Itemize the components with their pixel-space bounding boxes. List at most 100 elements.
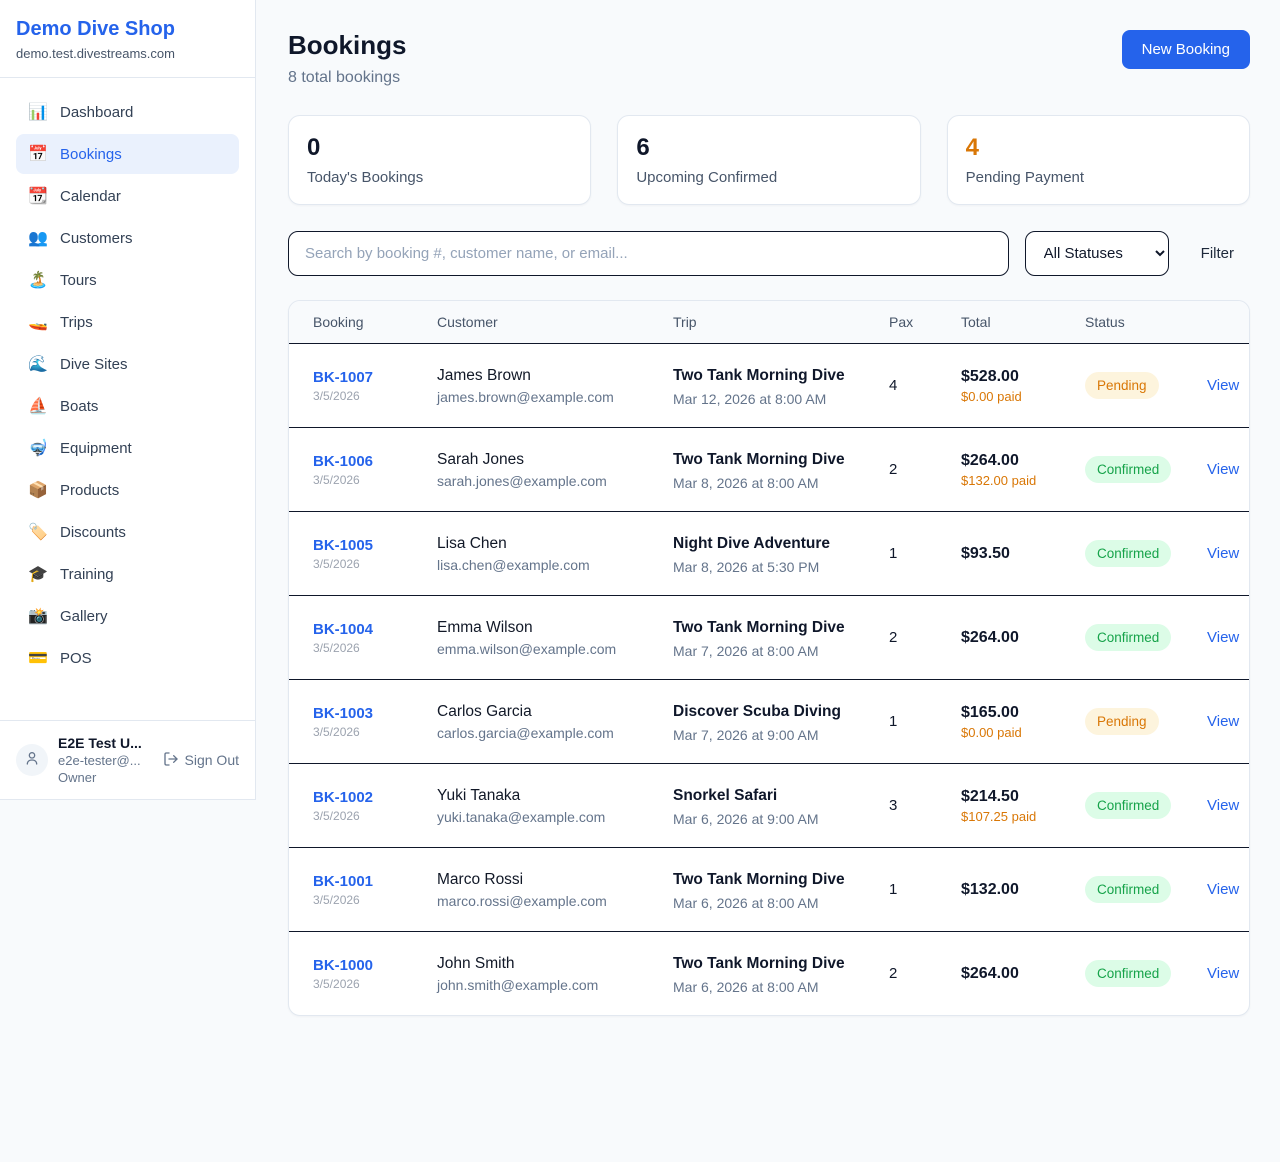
col-pax: Pax	[877, 301, 949, 344]
total-amount: $264.00	[961, 628, 1019, 646]
paid-amount: $132.00 paid	[961, 472, 1037, 488]
trip-name: Two Tank Morning Dive	[673, 619, 845, 637]
sidebar-item-dive-sites[interactable]: 🌊 Dive Sites	[28, 355, 128, 374]
table-row: BK-1000 3/5/2026 John Smith john.smith@e…	[289, 931, 1249, 1016]
table-row: BK-1002 3/5/2026 Yuki Tanaka yuki.tanaka…	[289, 763, 1249, 848]
sidebar-item-products[interactable]: 📦 Products	[28, 481, 120, 500]
view-link[interactable]: View	[1207, 712, 1240, 730]
booking-date: 3/5/2026	[313, 388, 360, 403]
sidebar-item-discounts[interactable]: 🏷️ Discounts	[28, 523, 126, 542]
col-action	[1195, 301, 1249, 344]
booking-id-link[interactable]: BK-1004	[313, 620, 374, 638]
brand-domain: demo.test.divestreams.com	[16, 46, 175, 61]
view-link[interactable]: View	[1207, 544, 1240, 562]
booking-date: 3/5/2026	[313, 556, 360, 571]
stat-value: 6	[636, 134, 650, 161]
booking-id-link[interactable]: BK-1000	[313, 956, 374, 974]
diving-mask-icon: 🤿	[28, 440, 48, 457]
col-total: Total	[949, 301, 1073, 344]
customer-name: Yuki Tanaka	[437, 786, 521, 804]
paid-amount: $107.25 paid	[961, 808, 1037, 824]
sidebar-item-gallery[interactable]: 📸 Gallery	[28, 607, 108, 626]
sidebar-item-dashboard[interactable]: 📊 Dashboard	[28, 103, 134, 122]
pax-count: 1	[889, 544, 898, 562]
filter-button[interactable]: Filter	[1185, 235, 1250, 272]
trip-datetime: Mar 6, 2026 at 8:00 AM	[673, 979, 819, 996]
view-link[interactable]: View	[1207, 880, 1240, 898]
status-badge: Confirmed	[1085, 792, 1172, 820]
view-link[interactable]: View	[1207, 964, 1240, 982]
pax-count: 3	[889, 796, 898, 814]
booking-date: 3/5/2026	[313, 892, 360, 907]
status-badge: Pending	[1085, 708, 1159, 736]
booking-id-link[interactable]: BK-1003	[313, 704, 374, 722]
booking-id-link[interactable]: BK-1006	[313, 452, 374, 470]
stats-cards: 0 Today's Bookings 6 Upcoming Confirmed …	[288, 115, 1250, 205]
graduation-cap-icon: 🎓	[28, 566, 48, 583]
user-name: E2E Test U...	[58, 735, 142, 751]
sidebar-item-boats[interactable]: ⛵ Boats	[28, 397, 99, 416]
col-trip: Trip	[661, 301, 877, 344]
total-amount: $264.00	[961, 964, 1019, 982]
booking-id-link[interactable]: BK-1007	[313, 368, 374, 386]
customer-email: marco.rossi@example.com	[437, 892, 607, 909]
page-header: Bookings 8 total bookings New Booking	[288, 30, 1250, 87]
sidebar-item-trips[interactable]: 🚤 Trips	[28, 313, 93, 332]
sidebar-item-pos[interactable]: 💳 POS	[28, 649, 92, 668]
customer-name: Lisa Chen	[437, 534, 507, 552]
user-panel: E2E Test U... e2e-tester@... Owner Sign …	[0, 720, 255, 799]
sidebar-item-tours[interactable]: 🏝️ Tours	[28, 271, 97, 290]
view-link[interactable]: View	[1207, 796, 1240, 814]
view-link[interactable]: View	[1207, 460, 1240, 478]
sailboat-icon: ⛵	[28, 398, 48, 415]
sign-out-button[interactable]: Sign Out	[163, 751, 239, 770]
customer-name: Emma Wilson	[437, 618, 533, 636]
customer-email: john.smith@example.com	[437, 976, 599, 993]
trip-datetime: Mar 7, 2026 at 8:00 AM	[673, 643, 819, 660]
customer-email: emma.wilson@example.com	[437, 640, 617, 657]
main-content: Bookings 8 total bookings New Booking 0 …	[256, 0, 1280, 1162]
customer-name: Carlos Garcia	[437, 702, 532, 720]
user-email: e2e-tester@...	[58, 753, 141, 768]
trip-name: Two Tank Morning Dive	[673, 871, 845, 889]
stat-label: Today's Bookings	[307, 169, 424, 186]
booking-id-link[interactable]: BK-1005	[313, 536, 374, 554]
booking-date: 3/5/2026	[313, 472, 360, 487]
sidebar-item-calendar[interactable]: 📆 Calendar	[28, 187, 121, 206]
sidebar-item-training[interactable]: 🎓 Training	[28, 565, 114, 584]
customer-name: James Brown	[437, 366, 531, 384]
booking-id-link[interactable]: BK-1001	[313, 872, 374, 890]
view-link[interactable]: View	[1207, 628, 1240, 646]
stat-value: 4	[965, 134, 980, 161]
stat-value: 0	[307, 134, 321, 161]
booking-id-link[interactable]: BK-1002	[313, 788, 374, 806]
col-booking: Booking	[289, 301, 425, 344]
sidebar-item-bookings[interactable]: 📅 Bookings	[16, 134, 239, 174]
status-badge: Confirmed	[1085, 624, 1172, 652]
total-amount: $264.00	[961, 451, 1019, 469]
table-row: BK-1006 3/5/2026 Sarah Jones sarah.jones…	[289, 427, 1249, 512]
camera-icon: 📸	[28, 608, 48, 625]
booking-date: 3/5/2026	[313, 724, 360, 739]
tag-icon: 🏷️	[28, 524, 48, 541]
trip-name: Discover Scuba Diving	[673, 703, 841, 721]
view-link[interactable]: View	[1207, 376, 1240, 394]
search-input[interactable]	[288, 231, 1009, 276]
sidebar-item-customers[interactable]: 👥 Customers	[28, 229, 133, 248]
page-subtitle: 8 total bookings	[288, 69, 401, 86]
brand-name: Demo Dive Shop	[16, 18, 175, 40]
total-amount: $93.50	[961, 544, 1010, 562]
user-icon	[24, 750, 40, 771]
new-booking-button[interactable]: New Booking	[1121, 30, 1250, 69]
status-badge: Confirmed	[1085, 540, 1172, 568]
status-badge: Confirmed	[1085, 876, 1172, 904]
credit-card-icon: 💳	[28, 650, 48, 667]
package-icon: 📦	[28, 482, 48, 499]
status-filter-select[interactable]: All Statuses	[1024, 231, 1169, 276]
total-amount: $214.50	[961, 787, 1019, 805]
stat-label: Pending Payment	[965, 169, 1085, 186]
pax-count: 1	[889, 880, 898, 898]
sidebar-item-equipment[interactable]: 🤿 Equipment	[28, 439, 132, 458]
table-row: BK-1003 3/5/2026 Carlos Garcia carlos.ga…	[289, 679, 1249, 764]
bookings-table-card: Booking Customer Trip Pax Total Status B…	[288, 300, 1250, 1017]
